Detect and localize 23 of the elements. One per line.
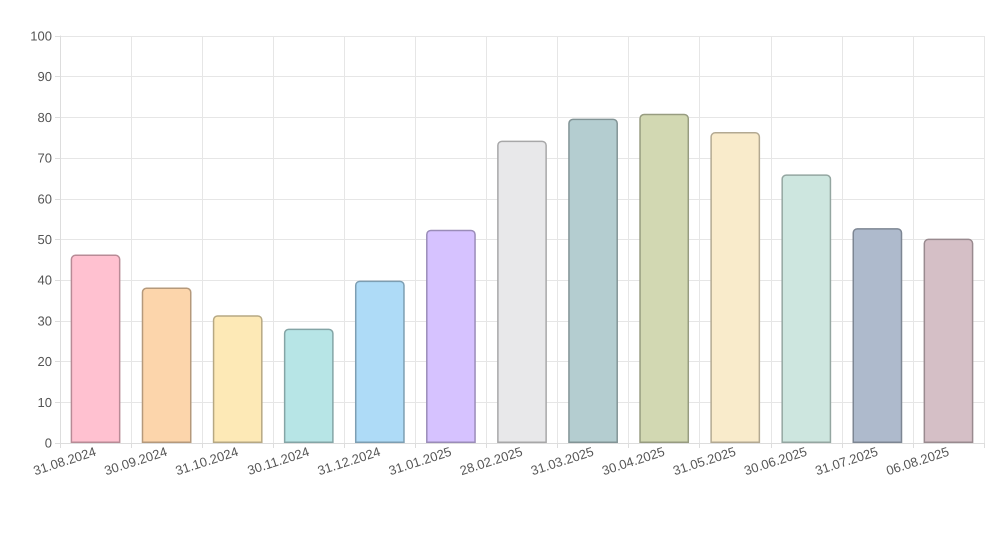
y-tick-label: 50 [38,232,52,247]
bar [924,238,974,443]
y-tick-label: 80 [38,110,52,125]
y-tick-label: 10 [38,394,52,410]
bar [212,315,263,443]
y-tick-label: 100 [30,28,52,44]
bar [710,132,760,443]
bar [781,174,832,443]
bar [639,114,690,443]
bar [70,254,120,443]
y-tick-label: 60 [38,191,52,206]
bar [426,230,476,443]
bar [852,228,902,443]
bar [284,328,334,443]
bar [354,280,405,443]
y-tick-label: 30 [38,313,52,328]
y-tick-label: 20 [38,354,52,370]
y-tick-label: 0 [44,436,52,450]
y-tick-label: 90 [38,69,52,84]
bar [568,118,618,443]
y-tick-label: 70 [38,150,52,166]
y-tick-label: 40 [38,272,52,288]
bar [142,288,192,443]
